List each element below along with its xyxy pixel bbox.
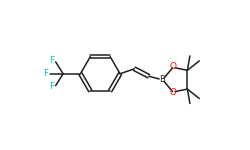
Text: O: O [169, 62, 176, 71]
Text: F: F [49, 82, 54, 91]
Text: O: O [169, 88, 176, 97]
Text: B: B [159, 75, 164, 84]
Text: F: F [49, 56, 54, 65]
Text: F: F [43, 69, 48, 78]
